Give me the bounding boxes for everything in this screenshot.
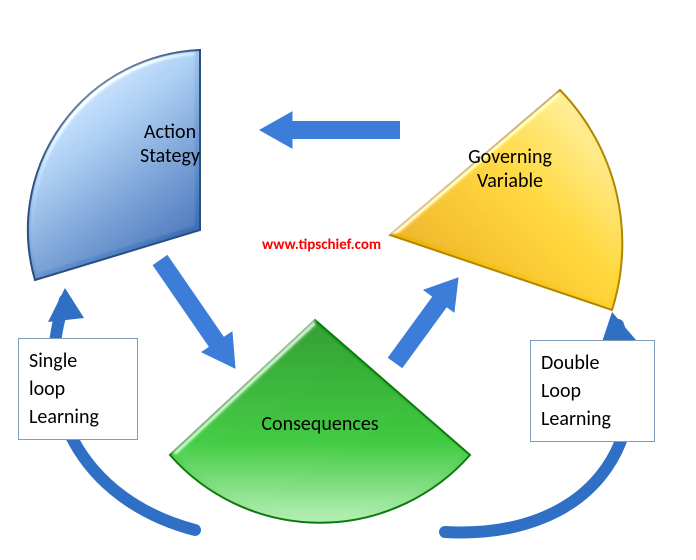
arrow-gov-to-action bbox=[260, 112, 400, 148]
box-line: Single bbox=[29, 349, 77, 373]
box-line: Double bbox=[541, 351, 599, 375]
arrow-action-to-cons bbox=[160, 260, 235, 368]
arrow-cons-to-gov bbox=[395, 278, 458, 363]
box-line: loop bbox=[29, 377, 65, 401]
segment-governing bbox=[390, 90, 622, 310]
diagram-canvas: Action Stategy Governing Variable Conseq… bbox=[0, 0, 696, 560]
diagram-svg bbox=[0, 0, 696, 560]
box-line: Loop bbox=[541, 379, 581, 403]
center-url-text: www.tipschief.com bbox=[262, 236, 381, 254]
box-line: Learning bbox=[541, 407, 611, 431]
box-single-loop: Single loop Learning bbox=[18, 338, 138, 440]
box-line: Learning bbox=[29, 405, 99, 429]
segment-action bbox=[28, 50, 200, 280]
box-double-loop: Double Loop Learning bbox=[530, 340, 655, 442]
